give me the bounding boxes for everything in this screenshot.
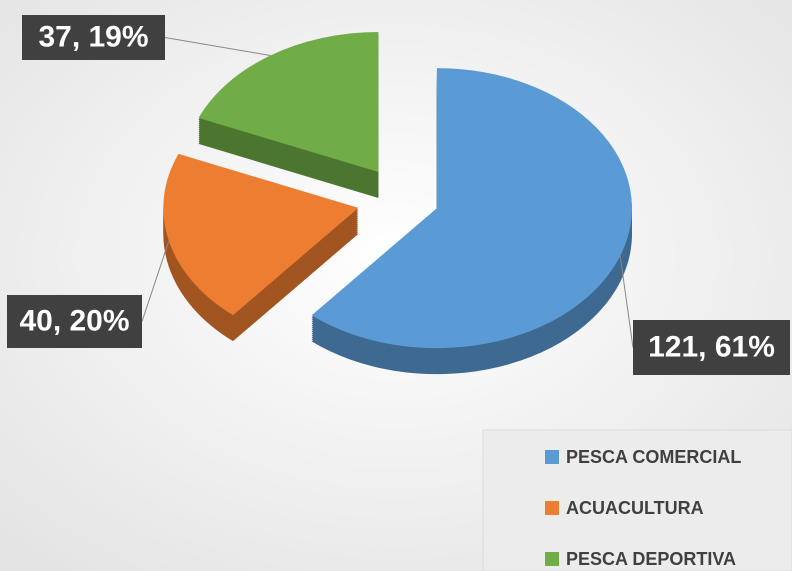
data-label-box: [22, 15, 165, 60]
slice: [163, 153, 359, 316]
legend-swatch: [545, 450, 559, 464]
data-label-box: [7, 295, 142, 348]
data-label: 37, 19%: [38, 20, 148, 53]
data-label: 121, 61%: [648, 330, 775, 363]
leader-line: [619, 255, 634, 348]
legend-label: PESCA COMERCIAL: [566, 447, 741, 467]
legend-box: [482, 429, 792, 571]
legend-swatch: [545, 501, 559, 515]
legend-label: ACUACULTURA: [566, 498, 704, 518]
slice: [198, 32, 379, 173]
leader-line: [164, 37, 271, 56]
data-label: 40, 20%: [19, 304, 129, 337]
legend-label: PESCA DEPORTIVA: [566, 549, 736, 569]
data-label-box: [633, 320, 790, 375]
legend-swatch: [545, 552, 559, 566]
leader-line: [141, 240, 170, 322]
slice: [311, 68, 632, 349]
